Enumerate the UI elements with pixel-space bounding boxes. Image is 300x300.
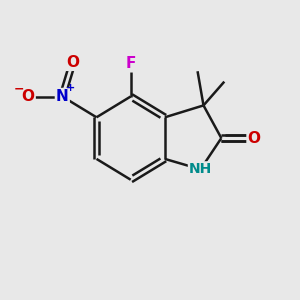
Text: NH: NH (189, 162, 212, 176)
Text: N: N (56, 89, 69, 104)
Text: O: O (22, 89, 34, 104)
Text: −: − (14, 82, 25, 96)
Text: F: F (125, 56, 136, 71)
Text: +: + (66, 82, 75, 93)
Text: O: O (66, 55, 79, 70)
Text: O: O (248, 130, 260, 146)
